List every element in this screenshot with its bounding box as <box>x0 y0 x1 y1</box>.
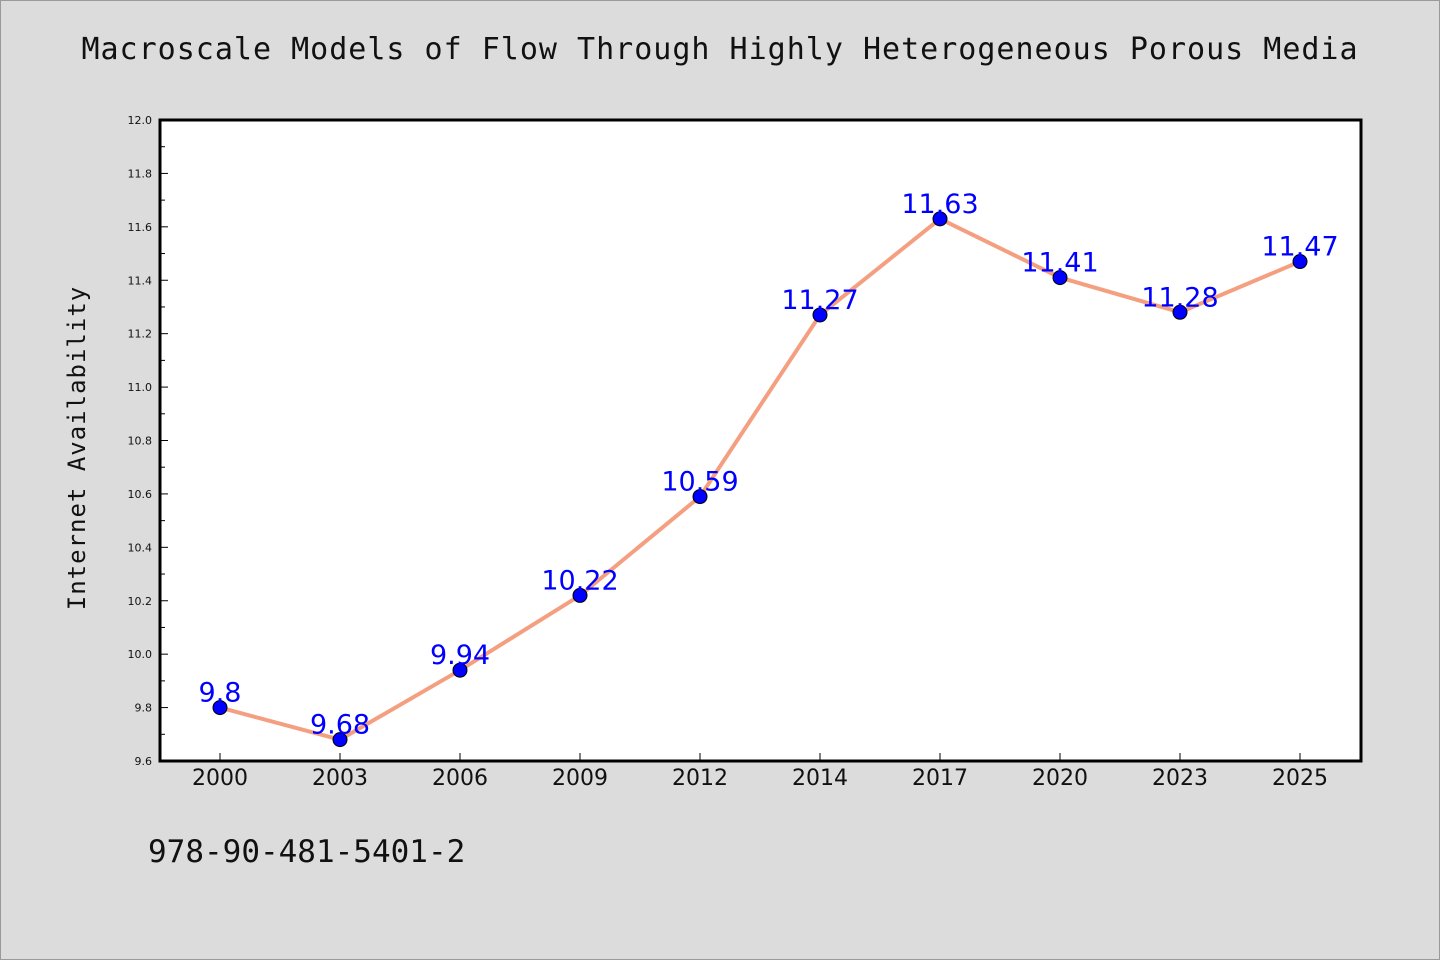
y-tick-label: 12.0 <box>128 114 153 127</box>
data-label: 11.27 <box>781 285 858 316</box>
data-point <box>812 307 828 323</box>
data-label: 9.68 <box>310 710 370 741</box>
y-axis-label: Internet Availability <box>63 286 91 610</box>
isbn-text: 978-90-481-5401-2 <box>148 834 466 870</box>
x-tick-label: 2014 <box>792 766 848 791</box>
x-tick-label: 2003 <box>312 766 368 791</box>
x-tick-label: 2009 <box>552 766 608 791</box>
data-labels-group: 9.8 9.68 9.94 10.22 10.59 11.27 11.63 11.41 11.2… <box>199 189 1339 741</box>
series-line-group <box>219 216 1301 742</box>
series-line <box>219 216 1301 742</box>
data-label: 10.59 <box>661 467 738 498</box>
data-point <box>452 662 468 678</box>
data-label: 10.22 <box>541 565 618 596</box>
data-label: 11.47 <box>1261 232 1338 263</box>
data-label: 9.94 <box>430 640 490 671</box>
y-tick-label: 11.0 <box>128 381 153 394</box>
x-tick-label: 2006 <box>432 766 488 791</box>
data-label: 9.8 <box>199 678 242 709</box>
data-point <box>332 732 348 748</box>
data-point <box>692 489 708 505</box>
y-tick-label: 11.6 <box>128 221 153 234</box>
y-tick-label: 10.0 <box>128 648 153 661</box>
data-point <box>572 587 588 603</box>
x-tick-label: 2000 <box>192 766 248 791</box>
x-tick-label: 2012 <box>672 766 728 791</box>
y-tick-label: 10.6 <box>128 488 153 501</box>
y-tick-label: 11.8 <box>128 167 153 180</box>
y-axis: 9.6 9.8 10.0 10.2 10.4 10.6 10.8 11.0 11.2 11.4 11… <box>128 114 168 768</box>
x-axis: 2000 2003 2006 2009 2012 2014 2017 2020 2023 2025 <box>192 753 1328 791</box>
markers-group <box>212 211 1308 748</box>
x-tick-label: 2020 <box>1032 766 1088 791</box>
chart-title: Macroscale Models of Flow Through Highly… <box>81 32 1359 67</box>
data-label: 11.28 <box>1141 282 1218 313</box>
y-tick-label: 10.4 <box>128 541 153 554</box>
data-point <box>212 700 228 716</box>
x-tick-label: 2025 <box>1272 766 1328 791</box>
y-tick-label: 11.4 <box>128 274 153 287</box>
y-tick-label: 9.6 <box>135 755 153 768</box>
y-tick-label: 11.2 <box>128 328 153 341</box>
x-tick-label: 2017 <box>912 766 968 791</box>
data-label: 11.63 <box>901 189 978 220</box>
data-point <box>1052 270 1068 286</box>
y-tick-label: 10.2 <box>128 595 153 608</box>
y-tick-label: 10.8 <box>128 435 153 448</box>
data-point <box>1172 304 1188 320</box>
data-point <box>1292 254 1308 270</box>
y-tick-label: 9.8 <box>135 702 153 715</box>
plot-area <box>158 118 1363 763</box>
data-point <box>932 211 948 227</box>
x-tick-label: 2023 <box>1152 766 1208 791</box>
data-label: 11.41 <box>1021 248 1098 279</box>
